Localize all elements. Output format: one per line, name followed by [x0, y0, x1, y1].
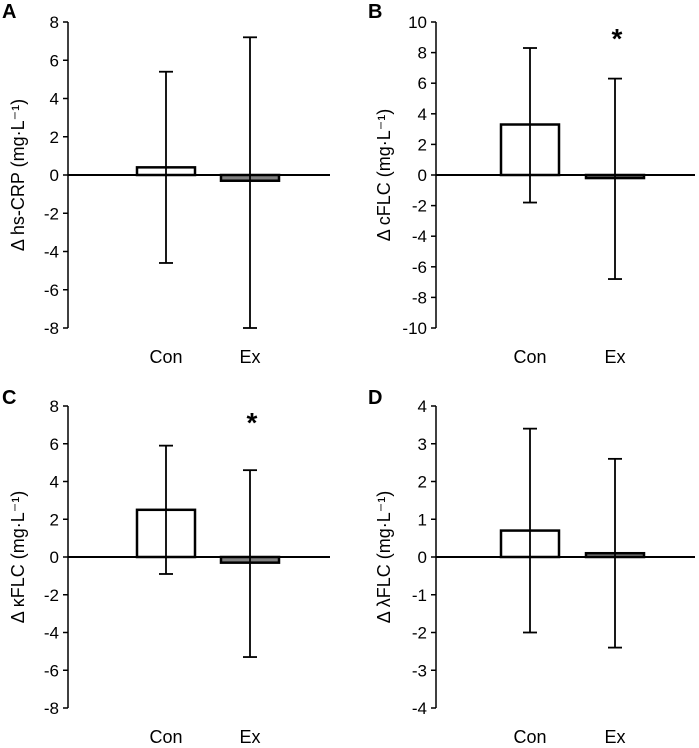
y-tick-label: 0 — [418, 166, 427, 185]
y-tick-label: 10 — [408, 13, 427, 32]
y-tick-label: 3 — [418, 435, 427, 454]
y-tick-label: -4 — [44, 624, 59, 643]
y-tick-label: -8 — [44, 319, 59, 338]
y-axis-label: Δ cFLC (mg·L⁻¹) — [374, 109, 394, 242]
y-tick-label: -4 — [44, 243, 59, 262]
y-tick-label: -4 — [412, 699, 427, 718]
category-label-ex: Ex — [604, 347, 625, 367]
category-label-ex: Ex — [604, 727, 625, 747]
y-tick-label: 8 — [418, 44, 427, 63]
y-tick-label: 4 — [50, 90, 59, 109]
y-tick-label: -6 — [412, 258, 427, 277]
y-tick-label: 6 — [418, 74, 427, 93]
y-tick-label: -2 — [44, 204, 59, 223]
y-tick-label: 0 — [50, 548, 59, 567]
y-tick-label: 0 — [50, 166, 59, 185]
chart-panel-b: B 10 8 6 4 2 0 -2 -4 -6 -8 -10 Con Ex * Δ cFLC (mg·L⁻¹) — [368, 1, 695, 367]
category-label-con: Con — [149, 727, 182, 747]
y-tick-label: -6 — [44, 661, 59, 680]
y-tick-label: 1 — [418, 510, 427, 529]
y-tick-label: 2 — [418, 135, 427, 154]
panel-label: C — [2, 387, 16, 409]
panel-label: A — [2, 1, 16, 23]
y-tick-label: 0 — [418, 548, 427, 567]
y-tick-label: -3 — [412, 661, 427, 680]
category-label-ex: Ex — [239, 347, 260, 367]
category-label-con: Con — [149, 347, 182, 367]
y-tick-label: 2 — [50, 510, 59, 529]
y-tick-label: 8 — [50, 13, 59, 32]
panel-label: D — [368, 387, 382, 409]
significance-marker: * — [247, 407, 258, 438]
y-axis-label: Δ λFLC (mg·L⁻¹) — [374, 491, 394, 624]
y-tick-label: -2 — [44, 586, 59, 605]
y-tick-label: -10 — [402, 319, 427, 338]
chart-panel-a: A 8 6 4 2 0 -2 -4 -6 -8 Con Ex Δ hs-CRP (mg·L⁻¹) — [2, 1, 330, 367]
category-label-con: Con — [513, 727, 546, 747]
y-tick-label: -6 — [44, 281, 59, 300]
y-tick-label: 4 — [418, 397, 427, 416]
y-tick-label: 8 — [50, 397, 59, 416]
y-tick-label: -8 — [412, 288, 427, 307]
y-axis-label: Δ hs-CRP (mg·L⁻¹) — [8, 99, 28, 251]
y-tick-label: -4 — [412, 227, 427, 246]
y-tick-label: 2 — [418, 473, 427, 492]
category-label-con: Con — [513, 347, 546, 367]
chart-panel-d: D 4 3 2 1 0 -1 -2 -3 -4 Con Ex Δ λFLC (mg·L⁻¹) — [368, 387, 695, 747]
y-axis-label: Δ κFLC (mg·L⁻¹) — [8, 491, 28, 624]
significance-marker: * — [612, 23, 623, 54]
panel-label: B — [368, 1, 382, 23]
y-tick-label: 6 — [50, 435, 59, 454]
y-tick-label: 2 — [50, 128, 59, 147]
y-tick-label: -8 — [44, 699, 59, 718]
y-tick-label: 4 — [50, 473, 59, 492]
y-tick-label: -2 — [412, 197, 427, 216]
chart-panel-c: C 8 6 4 2 0 -2 -4 -6 -8 Con Ex * Δ κFLC (mg·L⁻¹) — [2, 387, 330, 747]
category-label-ex: Ex — [239, 727, 260, 747]
y-tick-label: -1 — [412, 586, 427, 605]
y-tick-label: 6 — [50, 51, 59, 70]
y-tick-label: -2 — [412, 624, 427, 643]
y-tick-label: 4 — [418, 105, 427, 124]
